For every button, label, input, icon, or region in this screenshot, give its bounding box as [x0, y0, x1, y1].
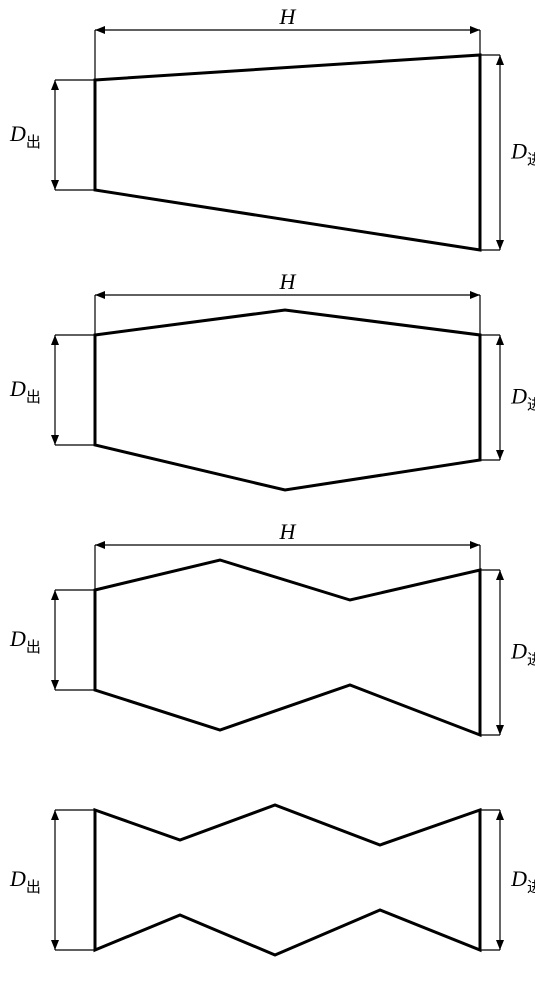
d-out-label: D出 — [9, 376, 41, 406]
d-out-label: D出 — [9, 121, 41, 151]
width-label-H: H — [279, 4, 297, 29]
d-in-label: D进 — [510, 866, 535, 896]
figure-trapezoid: H D出 D进 — [9, 4, 535, 250]
figure-hexagon: H D出 D进 — [9, 269, 535, 490]
d-in-label: D进 — [510, 384, 535, 414]
shape-trapezoid — [95, 55, 480, 250]
diagram-canvas: H D出 D进 H D出 D进 H D出 D进 D出 D进 — [0, 0, 535, 1000]
shape-hexagon — [95, 310, 480, 490]
width-label-H: H — [279, 269, 297, 294]
figure-wave3: H D出 D进 — [9, 519, 535, 735]
d-in-label: D进 — [510, 139, 535, 169]
shape-wave4 — [95, 805, 480, 955]
shape-wave3 — [95, 560, 480, 735]
d-out-label: D出 — [9, 866, 41, 896]
figure-wave4: D出 D进 — [9, 805, 535, 955]
d-in-label: D进 — [510, 639, 535, 669]
d-out-label: D出 — [9, 626, 41, 656]
width-label-H: H — [279, 519, 297, 544]
